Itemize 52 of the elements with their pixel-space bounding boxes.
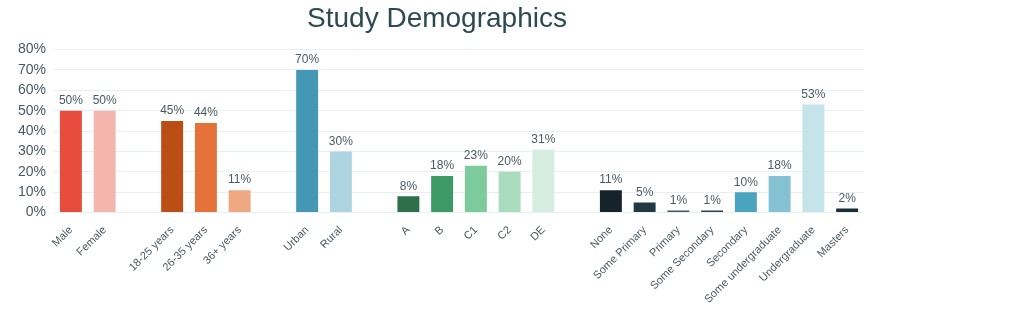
data-label: 31% [531, 131, 556, 146]
x-tick-label: B [432, 223, 446, 237]
data-label: 18% [430, 158, 455, 173]
bar [464, 165, 487, 213]
y-tick-label: 50% [17, 101, 47, 118]
data-label: 5% [635, 184, 654, 199]
data-label: 23% [463, 148, 489, 163]
bar [633, 202, 656, 213]
bar [194, 122, 217, 213]
data-label: 2% [838, 190, 857, 205]
data-label: 50% [92, 93, 117, 108]
y-tick-label: 80% [17, 40, 47, 57]
y-tick-label: 10% [17, 183, 47, 200]
data-label: 50% [58, 93, 84, 108]
bar [532, 149, 555, 213]
x-tick-label: DE [527, 223, 547, 243]
data-label: 45% [160, 103, 185, 118]
data-label: 30% [328, 133, 354, 148]
y-tick-label: 60% [17, 81, 47, 98]
bar [161, 120, 184, 213]
x-tick-label: C1 [461, 223, 480, 242]
data-label: 11% [599, 172, 623, 187]
bar [768, 175, 791, 213]
data-label: 1% [669, 192, 688, 207]
bar [228, 190, 251, 213]
y-tick-label: 30% [17, 142, 47, 159]
x-tick-label: C2 [494, 223, 514, 242]
bar [431, 175, 454, 213]
data-label: 70% [295, 52, 320, 67]
bar [296, 69, 319, 213]
bar [734, 192, 757, 213]
bar [329, 151, 352, 213]
data-label: 10% [733, 174, 759, 189]
bar [802, 104, 825, 213]
y-tick-label: 40% [17, 121, 47, 138]
bar [599, 190, 622, 213]
data-label: 20% [497, 154, 522, 169]
bar [397, 196, 420, 213]
bar [59, 110, 82, 213]
data-label: 44% [193, 105, 219, 120]
data-label: 18% [767, 158, 792, 173]
y-tick-label: 20% [17, 162, 47, 179]
y-tick-label: 70% [17, 60, 47, 77]
bar [498, 171, 521, 213]
data-label: 8% [399, 178, 418, 193]
bar [93, 110, 116, 213]
data-label: 53% [801, 86, 826, 101]
data-label: 1% [703, 192, 722, 207]
y-tick-label: 0% [25, 203, 47, 220]
x-tick-label: A [398, 222, 413, 237]
data-label: 11% [228, 172, 252, 187]
chart-title: Study Demographics [307, 1, 567, 33]
